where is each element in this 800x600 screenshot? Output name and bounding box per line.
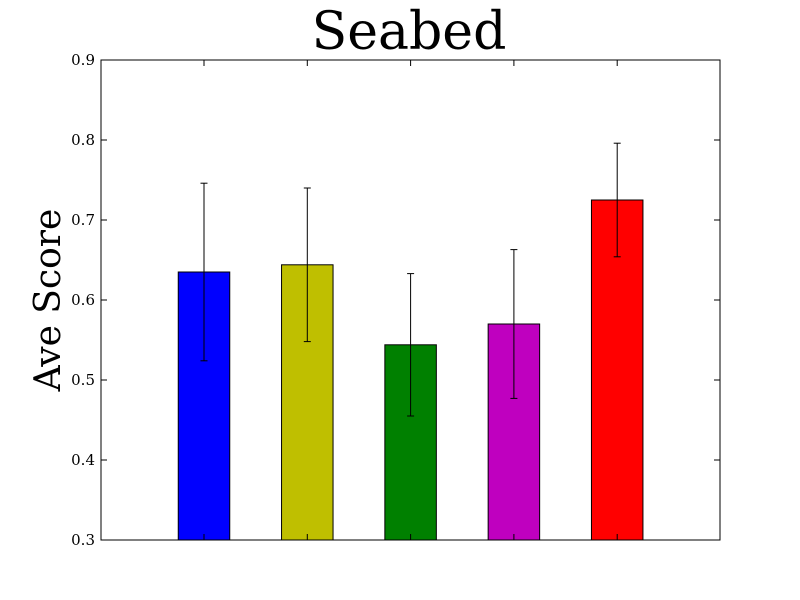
y-tick-label-2: 0.4 xyxy=(71,451,95,469)
ticks-layer: 0.3 0.4 0.5 0.6 0.7 0.8 0.9 xyxy=(71,51,720,549)
y-tick-label-4: 0.6 xyxy=(71,291,95,309)
y-axis-label: Ave Score xyxy=(28,209,69,393)
y-tick-label-7: 0.9 xyxy=(71,51,95,69)
error-bar-2 xyxy=(303,187,311,343)
error-bar-3 xyxy=(407,273,415,417)
error-bar-5 xyxy=(613,142,621,258)
plot-frame xyxy=(100,59,721,541)
y-tick-label-1: 0.3 xyxy=(71,531,95,549)
error-bars-layer xyxy=(200,142,621,417)
y-tick-label-3: 0.5 xyxy=(71,371,95,389)
error-bar-1 xyxy=(200,182,208,362)
y-tick-label-6: 0.8 xyxy=(71,131,95,149)
chart-title: Seabed xyxy=(312,2,507,62)
y-tick-label-5: 0.7 xyxy=(71,211,95,229)
error-bar-4 xyxy=(510,249,518,399)
